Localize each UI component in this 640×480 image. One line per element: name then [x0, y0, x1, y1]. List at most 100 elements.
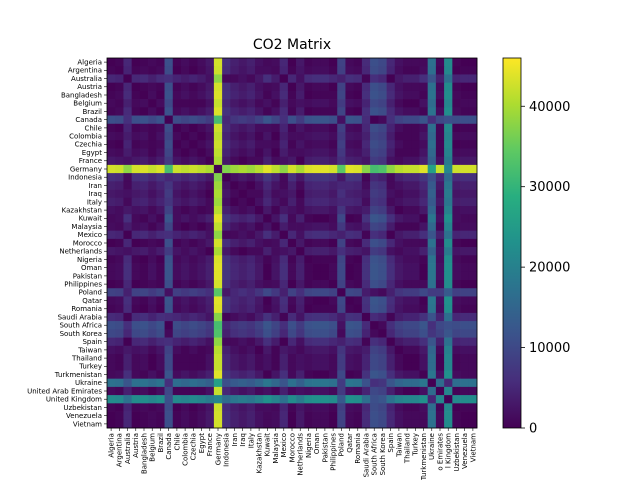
- heatmap-cell: [197, 238, 207, 248]
- heatmap-cell: [271, 255, 281, 264]
- heatmap-cell: [238, 255, 248, 264]
- heatmap-cell: [139, 337, 149, 347]
- heatmap-cell: [255, 403, 264, 412]
- heatmap-cell: [403, 189, 412, 199]
- heatmap-cell: [427, 280, 437, 289]
- heatmap-cell: [172, 123, 182, 133]
- heatmap-cell: [386, 115, 396, 125]
- heatmap-cell: [345, 115, 355, 125]
- heatmap-cell: [181, 337, 190, 347]
- heatmap-cell: [386, 58, 396, 67]
- heatmap-cell: [427, 370, 437, 380]
- heatmap-cell: [361, 321, 371, 330]
- heatmap-cell: [353, 107, 363, 116]
- heatmap-cell: [353, 304, 363, 314]
- heatmap-cell: [345, 164, 355, 174]
- heatmap-cell: [164, 288, 174, 297]
- heatmap-cell: [337, 74, 346, 84]
- heatmap-cell: [222, 370, 231, 380]
- heatmap-cell: [296, 263, 305, 273]
- heatmap-cell: [255, 197, 264, 207]
- x-tick-label: Oman: [313, 433, 321, 454]
- heatmap-cell: [156, 74, 165, 84]
- heatmap-cell: [164, 395, 174, 404]
- heatmap-cell: [213, 312, 223, 322]
- heatmap-cell: [419, 222, 429, 232]
- heatmap-cell: [320, 206, 330, 215]
- heatmap-cell: [255, 148, 264, 158]
- heatmap-cell: [115, 271, 124, 281]
- heatmap-cell: [403, 386, 412, 396]
- heatmap-cell: [279, 222, 289, 232]
- heatmap-cell: [444, 173, 453, 182]
- heatmap-cell: [279, 107, 289, 116]
- heatmap-cell: [213, 164, 223, 174]
- y-tick-label: Malaysia: [71, 223, 102, 231]
- heatmap-cell: [361, 280, 371, 289]
- heatmap-cell: [164, 181, 174, 190]
- heatmap-cell: [361, 329, 371, 338]
- heatmap-cell: [411, 238, 420, 248]
- colorbar-tick-label: 40000: [529, 100, 570, 115]
- heatmap-cell: [197, 181, 207, 190]
- heatmap-cell: [403, 99, 412, 108]
- heatmap-cell: [403, 354, 412, 363]
- heatmap-cell: [337, 345, 346, 355]
- heatmap-cell: [320, 403, 330, 412]
- heatmap-cell: [230, 206, 239, 215]
- heatmap-cell: [312, 222, 322, 232]
- x-tick-label: Netherlands: [297, 433, 305, 476]
- heatmap-cell: [164, 386, 174, 396]
- heatmap-cell: [139, 345, 149, 355]
- heatmap-cell: [279, 345, 289, 355]
- heatmap-cell: [345, 271, 355, 281]
- heatmap-cell: [468, 411, 478, 421]
- heatmap-cell: [246, 74, 256, 84]
- heatmap-cell: [189, 206, 198, 215]
- heatmap-cell: [107, 312, 116, 322]
- heatmap-cell: [304, 99, 313, 108]
- heatmap-cell: [156, 156, 165, 166]
- heatmap-cell: [304, 181, 313, 190]
- heatmap-cell: [123, 197, 133, 207]
- heatmap-cell: [197, 107, 207, 116]
- heatmap-cell: [320, 378, 330, 388]
- heatmap-cell: [312, 354, 322, 363]
- heatmap-cell: [378, 329, 387, 338]
- heatmap-cell: [238, 197, 248, 207]
- heatmap-cell: [139, 403, 149, 412]
- heatmap-cell: [361, 271, 371, 281]
- heatmap-cell: [468, 140, 478, 149]
- heatmap-cell: [255, 115, 264, 125]
- heatmap-cell: [353, 99, 363, 108]
- heatmap-cell: [189, 312, 198, 322]
- heatmap-cell: [222, 132, 231, 141]
- heatmap-cell: [115, 263, 124, 273]
- heatmap-cell: [205, 123, 215, 133]
- heatmap-cell: [181, 378, 190, 388]
- heatmap-cell: [386, 304, 396, 314]
- heatmap-cell: [213, 288, 223, 297]
- heatmap-cell: [378, 214, 387, 223]
- heatmap-cell: [296, 214, 305, 223]
- heatmap-cell: [230, 107, 239, 116]
- heatmap-cell: [337, 197, 346, 207]
- heatmap-cell: [419, 370, 429, 380]
- heatmap-cell: [139, 247, 149, 256]
- y-tick-label: Romania: [71, 305, 102, 313]
- heatmap-cell: [107, 337, 116, 347]
- heatmap-cell: [435, 362, 445, 371]
- heatmap-cell: [337, 99, 346, 108]
- heatmap-cell: [287, 255, 297, 264]
- heatmap-cell: [139, 90, 149, 100]
- heatmap-cell: [131, 288, 141, 297]
- heatmap-cell: [115, 370, 124, 380]
- y-tick-label: South Africa: [59, 322, 102, 330]
- heatmap-cell: [197, 395, 207, 404]
- heatmap-cell: [148, 304, 157, 314]
- heatmap-cell: [337, 58, 346, 67]
- heatmap-cell: [213, 173, 223, 182]
- heatmap-cell: [181, 386, 190, 396]
- heatmap-cell: [131, 304, 141, 314]
- heatmap-cell: [139, 132, 149, 141]
